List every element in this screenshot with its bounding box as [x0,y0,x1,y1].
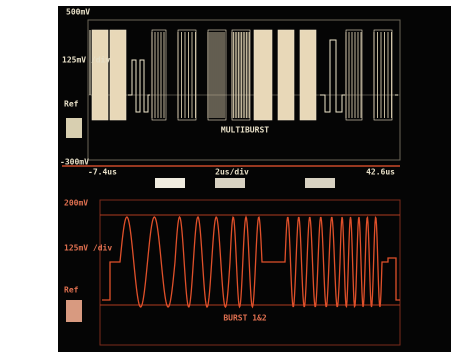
scale-label: 125mV /div [62,55,110,65]
top-frame [87,19,401,161]
time-end: 42.6us [366,168,395,177]
burst [277,29,295,121]
ref-block [66,118,82,138]
ref-label: Ref [64,286,79,295]
ref-block [66,300,82,322]
signal-label: BURST 1&2 [223,314,267,323]
time-start: -7.4us [88,168,117,177]
ref-label: Ref [64,100,79,109]
marker [215,178,245,188]
trace [102,215,400,309]
marker [305,178,335,188]
scale-label: 125mV /div [64,243,112,253]
time-div: 2us/div [215,167,249,177]
marker [155,178,185,188]
scale-label: 500mV [66,8,90,17]
bottom-frame [99,199,401,346]
burst [91,29,109,121]
scale-label: -300mV [60,158,89,167]
bottom-waveform [102,215,400,309]
top-waveform [89,29,398,121]
trace [89,30,398,113]
burst [109,29,127,121]
burst [253,29,273,121]
scale-label: 200mV [64,199,88,208]
burst [299,29,317,121]
signal-label: MULTIBURST [221,126,269,135]
